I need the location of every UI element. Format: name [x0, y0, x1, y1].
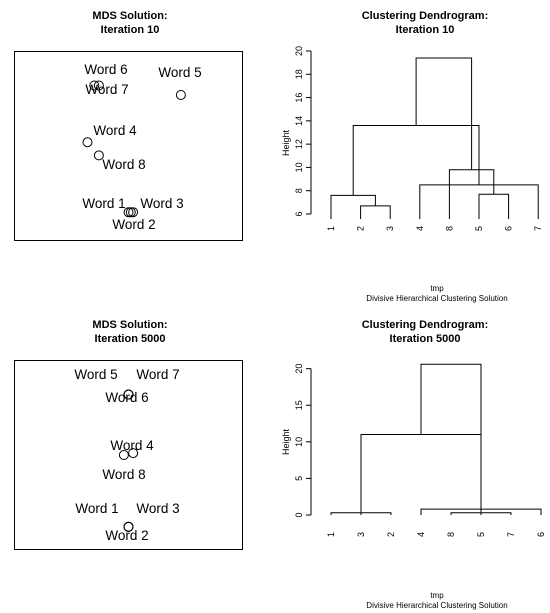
- dendro-1-leaf-label: 3: [385, 226, 395, 231]
- mds-1-point-word-7: [93, 80, 104, 91]
- mds-1-label-word-5: Word 5: [158, 65, 201, 80]
- dendro-2-y-tick-label: 5: [294, 476, 304, 481]
- mds-1-label-word-7: Word 7: [85, 82, 128, 97]
- dendro-1-merge-7: [415, 57, 473, 170]
- dendro-2-subtitle: Iteration 5000: [390, 333, 461, 345]
- dendro-1-merge-5: [478, 193, 510, 219]
- mds-1-label-word-4: Word 4: [93, 123, 137, 138]
- mds-2-label-word-8: Word 8: [102, 467, 145, 482]
- dendro-2-leaf-label: 8: [446, 532, 456, 537]
- mds-1-label-word-8: Word 8: [102, 157, 145, 172]
- dendro-2-y-tick-label: 15: [294, 400, 304, 410]
- dendro-2-y-tick-label: 0: [294, 512, 304, 517]
- dendro-2-title: Clustering Dendrogram:: [362, 319, 489, 331]
- mds-2-points: [118, 389, 139, 532]
- dendro-1-merge-2: [330, 194, 376, 219]
- dendro-2-merge-7: [420, 363, 482, 513]
- mds-1-label-word-1: Word 1: [82, 196, 125, 211]
- mds-2-subtitle: Iteration 5000: [95, 333, 166, 345]
- mds-2-point-word-8: [118, 450, 129, 460]
- dendro-2-leaf-label: 3: [356, 532, 366, 537]
- dendro-2-leaf-label: 7: [506, 532, 516, 537]
- mds-2-label-word-5: Word 5: [74, 367, 117, 382]
- dendro-2-leaf-label: 5: [476, 532, 486, 537]
- dendro-2-y-tick-label: 10: [294, 437, 304, 447]
- dendro-2-y-tick-label: 20: [294, 364, 304, 374]
- dendro-2-leaf-label: 6: [536, 532, 546, 537]
- mds-1-point-word-2: [125, 207, 136, 218]
- dendro-1-leaf-label: 1: [326, 226, 336, 231]
- dendro-1-leaf-label: 8: [444, 226, 454, 231]
- mds-2-label-word-6: Word 6: [105, 390, 148, 405]
- mds-2-title: MDS Solution:: [92, 319, 167, 331]
- mds-1-point-word-1: [123, 207, 134, 218]
- dendro-1-title: Clustering Dendrogram:: [362, 10, 489, 22]
- mds-1-plot-frame: [14, 51, 243, 241]
- dendro-2-leaf-label: 1: [326, 532, 336, 537]
- dendro-1-leaf-label: 6: [504, 226, 514, 231]
- mds-1-label-word-6: Word 6: [84, 62, 127, 77]
- mds-2-label-word-3: Word 3: [136, 501, 179, 516]
- dendro-2-xlabel: tmp: [430, 591, 444, 600]
- mds-2-point-word-4: [128, 448, 139, 459]
- dendro-2-plot: 0 5 10 15 20 1 3 2 4 8 5 7 6: [294, 364, 546, 537]
- dendro-1-subtitle: Iteration 10: [396, 24, 455, 36]
- mds-panel-iteration-10: MDS Solution: Iteration 10 Word 6 Word 7…: [14, 10, 243, 241]
- mds-2-label-word-4: Word 4: [110, 438, 154, 453]
- mds-panel-iteration-5000: MDS Solution: Iteration 5000 Word 5 Word…: [14, 319, 243, 550]
- mds-1-point-word-4: [82, 137, 93, 148]
- mds-2-label-word-1: Word 1: [75, 501, 118, 516]
- dendro-1-ylabel: Height: [281, 129, 291, 156]
- dendro-2-merge-4: [360, 434, 482, 513]
- mds-1-label-word-3: Word 3: [140, 196, 183, 211]
- mds-1-point-word-5: [175, 90, 186, 100]
- dendro-1-y-tick-label: 18: [294, 69, 304, 79]
- dendrogram-panel-iteration-5000: Clustering Dendrogram: Iteration 5000 He…: [281, 319, 546, 610]
- mds-1-subtitle: Iteration 10: [101, 24, 160, 36]
- mds-1-title: MDS Solution:: [92, 10, 167, 22]
- mds-2-point-word-6: [123, 389, 134, 400]
- dendro-1-note: Divisive Hierarchical Clustering Solutio…: [366, 294, 507, 303]
- dendro-2-leaf-label: 2: [386, 532, 396, 537]
- mds-1-points: [82, 80, 186, 218]
- mds-2-label-word-2: Word 2: [105, 528, 148, 543]
- mds-1-label-word-2: Word 2: [112, 217, 155, 232]
- dendro-1-y-tick-label: 8: [294, 188, 304, 193]
- dendro-1-y-tick-label: 12: [294, 139, 304, 149]
- dendro-1-y-tick-label: 16: [294, 93, 304, 103]
- dendro-1-merge-3: [419, 184, 539, 219]
- dendro-1-leaf-label: 2: [356, 226, 366, 231]
- mds-1-point-word-8: [93, 150, 104, 161]
- dendro-2-note: Divisive Hierarchical Clustering Solutio…: [366, 601, 507, 610]
- dendro-1-y-tick-label: 10: [294, 162, 304, 172]
- mds-2-plot-frame: [14, 360, 243, 550]
- mds-1-point-word-6: [89, 80, 100, 91]
- dendro-1-leaf-label: 5: [474, 226, 484, 231]
- dendro-2-leaf-label: 4: [416, 532, 426, 537]
- mds-2-point-word-2: [123, 521, 134, 532]
- dendro-1-y-tick-label: 6: [294, 211, 304, 216]
- dendro-1-merge-1: [360, 205, 391, 219]
- dendro-1-leaf-label: 4: [415, 226, 425, 231]
- mds-1-point-word-3: [128, 207, 139, 218]
- dendro-1-y-tick-label: 14: [294, 116, 304, 126]
- dendro-1-leaf-label: 7: [533, 226, 543, 231]
- dendro-2-ylabel: Height: [281, 428, 291, 455]
- dendro-1-y-tick-label: 20: [294, 46, 304, 56]
- dendro-1-xlabel: tmp: [430, 284, 444, 293]
- mds-2-label-word-7: Word 7: [136, 367, 179, 382]
- dendrogram-panel-iteration-10: Clustering Dendrogram: Iteration 10 Heig…: [281, 10, 543, 303]
